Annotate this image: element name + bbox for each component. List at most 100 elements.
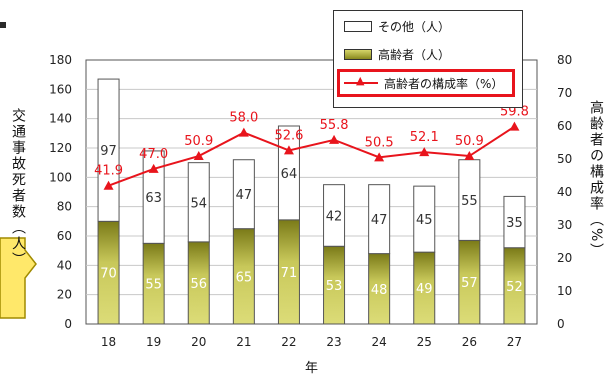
rate-polyline [108,125,515,187]
bar-other [232,159,255,230]
callout-arrow-shape [0,237,37,319]
y-right-tick-label: 80 [557,53,572,67]
rate-point [148,163,159,173]
y-right-tick-label: 0 [557,317,565,331]
bar-elderly-label: 56 [190,277,207,292]
x-tick-label: 25 [417,335,432,349]
y-left-tick-label: 0 [64,317,72,331]
x-tick-label: 27 [507,335,522,349]
bar-elderly-label: 65 [236,270,253,285]
bar-elderly-label: 55 [145,278,162,293]
y-left-tick-label: 160 [49,82,72,96]
rate-value-label: 59.8 [500,105,529,120]
bar-elderly-label: 49 [416,282,433,297]
bar-other-label: 42 [326,209,343,224]
x-tick-label: 19 [146,335,161,349]
bar-other [187,162,210,243]
bar-elderly-label: 48 [371,283,388,298]
y-right-tick-label: 40 [557,185,572,199]
bar-other [142,150,165,244]
x-axis: 18 19 20 21 22 23 24 25 26 27 [101,335,522,349]
legend-swatch-other [344,20,372,32]
rate-value-label: 47.0 [139,147,168,162]
y-right-tick-label: 20 [557,251,572,265]
rate-point [193,151,204,161]
x-axis-label: 年 [305,361,319,376]
x-tick-label: 22 [281,335,296,349]
bar-other-label: 45 [416,213,433,228]
y-axis-right-label: 高齢者の構成率（%） [588,100,604,260]
legend-label-rate: 高齢者の構成率（%） [384,76,504,91]
rate-point [329,134,340,144]
bar-other [413,185,436,253]
y-right-tick-label: 60 [557,119,572,133]
rate-point [464,151,475,161]
rate-value-label: 41.9 [94,164,123,179]
bar-other [323,184,346,247]
rate-point [283,145,294,155]
y-right-tick-label: 50 [557,152,572,166]
legend-line-rate [344,74,378,89]
legend-item-rate: 高齢者の構成率（%） [344,74,503,92]
rate-value-label: 50.9 [184,134,213,149]
x-tick-label: 23 [326,335,341,349]
rate-line: 41.9 47.0 50.9 58.0 52.6 55.8 50.5 52.1 50.9 59.8 [94,105,529,190]
rate-point [509,121,520,131]
x-tick-label: 20 [191,335,206,349]
bar-other [97,78,120,222]
rate-point [374,152,385,162]
plot-frame [85,59,538,325]
y-axis-right: 0 10 20 30 40 50 60 70 80 [557,53,572,331]
bar-other-label: 64 [281,167,298,182]
y-axis-left-label: 交通事故死者数（人） [10,108,26,268]
y-left-tick-label: 60 [57,229,72,243]
bar-other-label: 54 [190,196,207,211]
y-right-tick-label: 30 [557,218,572,232]
rate-point [238,127,249,137]
x-tick-label: 21 [236,335,251,349]
y-left-tick-label: 140 [49,112,72,126]
bar-other-label: 55 [461,194,478,209]
rate-value-label: 50.9 [455,134,484,149]
legend-item-elderly: 高齢者（人） [344,45,450,63]
y-left-tick-label: 80 [57,200,72,214]
rate-point [419,147,430,157]
bar-other-label: 47 [371,213,388,228]
rate-value-label: 52.1 [410,130,439,145]
bar-other-label: 63 [145,191,162,206]
y-left-tick-label: 20 [57,288,72,302]
bar-other-label: 35 [506,216,523,231]
bar-other [368,184,391,255]
bars: 70 97 55 63 56 54 65 47 71 64 53 42 48 47 49 45 57 55 52 35 [97,78,526,325]
bar-elderly-label: 71 [281,266,298,281]
x-tick-label: 24 [372,335,387,349]
y-axis-left: 0 20 40 60 80 100 120 140 160 180 [49,53,72,331]
bar-elderly-label: 53 [326,279,343,294]
bar-elderly-label: 57 [461,276,478,291]
bar-other-label: 97 [100,144,117,159]
rate-value-label: 55.8 [320,118,349,133]
x-tick-label: 26 [462,335,477,349]
y-left-tick-label: 40 [57,258,72,272]
legend-item-other: その他（人） [344,17,450,35]
corner-mark [0,22,6,28]
legend-highlight-box [337,69,515,97]
bar-elderly-label: 52 [506,280,523,295]
legend-label-elderly: 高齢者（人） [378,47,451,62]
rate-value-label: 58.0 [229,111,258,126]
bar-other [503,195,526,249]
rate-value-label: 52.6 [274,128,303,143]
x-tick-label: 18 [101,335,116,349]
legend: その他（人） 高齢者（人） 高齢者の構成率（%） [333,10,523,108]
bar-elderly-label: 70 [100,267,117,282]
y-right-tick-label: 70 [557,86,572,100]
y-left-tick-label: 100 [49,170,72,184]
y-left-tick-label: 120 [49,141,72,155]
y-right-tick-label: 10 [557,284,572,298]
y-left-tick-label: 180 [49,53,72,67]
bar-other-label: 47 [236,188,253,203]
rate-point [103,180,114,190]
legend-label-other: その他（人） [378,19,451,34]
legend-swatch-elderly [344,48,372,60]
